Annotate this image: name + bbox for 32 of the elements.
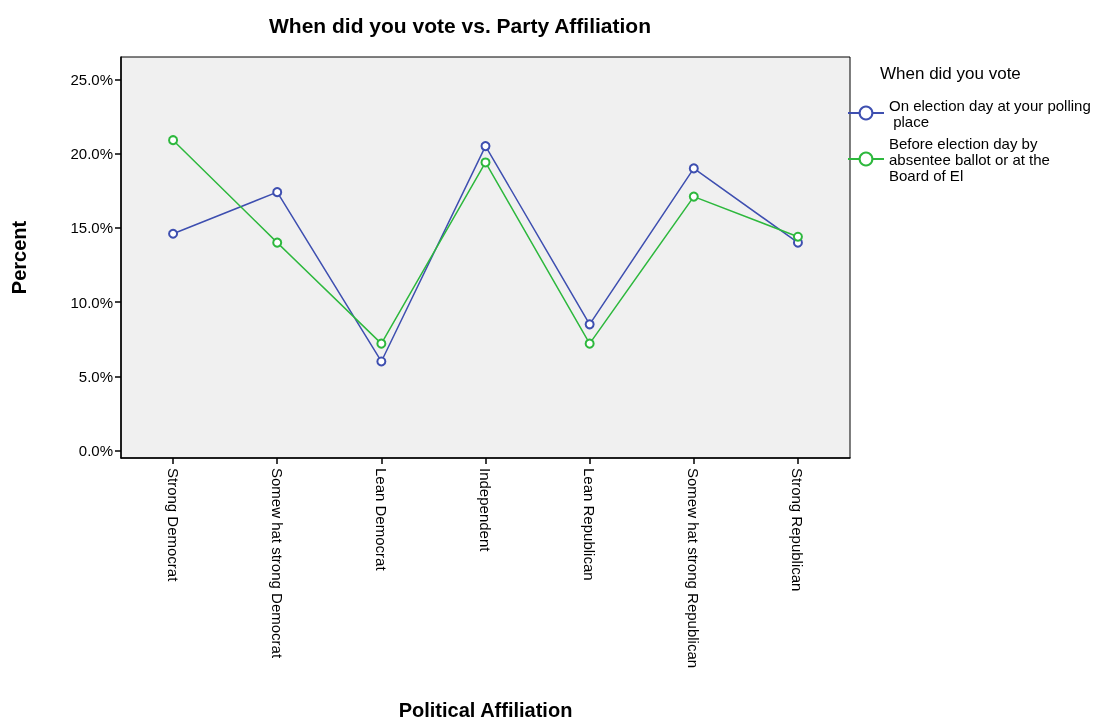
y-tick-label: 5.0% [78,367,113,385]
point [792,231,803,242]
x-axis-title: Political Affiliation [398,699,573,721]
legend-title: When did you vote [880,64,1021,83]
x-tick-label: Lean Republican [581,468,599,581]
y-tick-label: 20.0% [70,145,113,163]
x-tick-label: Lean Democrat [372,468,390,572]
chart-title: When did you vote vs. Party Affiliation [269,14,651,37]
point [584,338,595,349]
x-tick-label: Independent [477,468,494,553]
point [168,228,179,239]
point [584,319,595,330]
y-tick-label: 15.0% [70,219,113,237]
y-tick-label: 0.0% [78,442,113,460]
point [272,237,283,248]
x-tick-label: Strong Democrat [164,468,182,583]
y-tick-label: 25.0% [70,70,113,88]
y-axis-title: Percent [8,220,30,295]
point [376,356,387,367]
legend-label: On election day at your polling place [889,96,1091,130]
y-tick-label: 10.0% [70,293,113,311]
legend-label: Before election day by absentee ballot or at the Board of El [889,134,1055,184]
x-tick-label: Somew hat strong Republican [685,468,703,669]
point [688,191,699,202]
point [480,157,491,168]
x-tick-label: Somew hat strong Democrat [268,468,286,659]
point [376,338,387,349]
point [272,187,283,198]
point [168,135,179,146]
point [688,163,699,174]
x-tick-label: Strong Republican [789,468,807,592]
point [480,141,491,152]
